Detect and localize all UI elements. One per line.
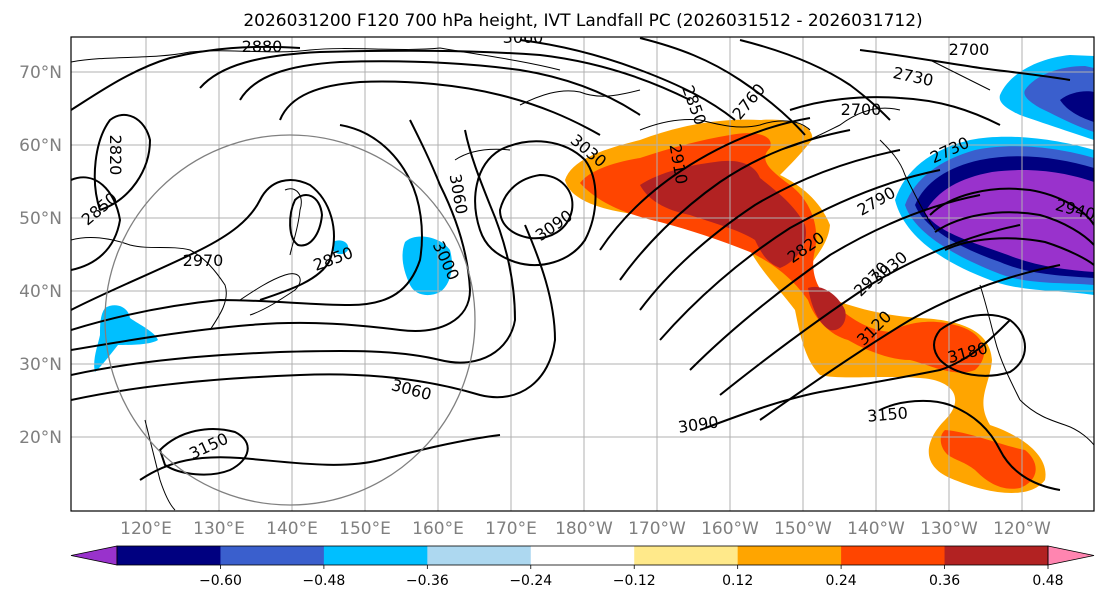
ivt-positive-redorange-south <box>940 430 1036 489</box>
longitude-labels: 120°E 130°E 140°E 150°E 160°E 170°E 180°… <box>120 519 1051 539</box>
height-contours <box>71 37 1094 491</box>
colorbar-segment <box>117 546 221 565</box>
colorbar-tick-label: −0.12 <box>613 573 656 589</box>
lon-label: 150°W <box>774 519 832 539</box>
colorbar-extend-low <box>70 545 118 566</box>
lon-label: 160°E <box>412 519 464 539</box>
lat-label: 60°N <box>19 136 62 156</box>
contour-label: 2820 <box>106 135 125 176</box>
colorbar-segment <box>944 546 1049 565</box>
colorbar-tick-label: −0.60 <box>199 573 242 589</box>
ivt-positive-firebrick <box>640 160 806 268</box>
colorbar-tick-label: 0.12 <box>722 573 753 589</box>
contour-label: 2700 <box>841 100 882 119</box>
colorbar-tick-label: −0.36 <box>406 573 449 589</box>
lon-label: 120°W <box>993 519 1051 539</box>
lon-label: 180°W <box>555 519 613 539</box>
lon-label: 120°E <box>120 519 172 539</box>
colorbar-segment <box>737 546 842 565</box>
colorbar-tick-label: 0.48 <box>1032 573 1063 589</box>
ivt-negative-patch-c <box>333 240 349 255</box>
lat-label: 20°N <box>19 428 62 448</box>
colorbar-segment <box>841 546 946 565</box>
colorbar-extend-high <box>1047 545 1095 566</box>
ivt-negative-patch-b <box>94 305 158 372</box>
colorbar-segment <box>530 546 635 565</box>
lat-label: 30°N <box>19 355 62 375</box>
latitude-labels: 70°N 60°N 50°N 40°N 30°N 20°N <box>19 63 62 448</box>
lon-label: 130°W <box>920 519 978 539</box>
ivt-positive-firebrick-b <box>808 286 846 331</box>
colorbar-tick-label: 0.36 <box>929 573 960 589</box>
lat-label: 40°N <box>19 282 62 302</box>
contour-label: 2970 <box>183 251 224 270</box>
contour-label: 2700 <box>949 40 990 59</box>
lon-label: 140°W <box>847 519 905 539</box>
range-circle <box>104 134 476 506</box>
map-background <box>71 37 1094 511</box>
colorbar-tick-label: −0.48 <box>302 573 345 589</box>
lat-label: 50°N <box>19 209 62 229</box>
colorbar-segment <box>323 546 428 565</box>
map-panel: 2880 3060 2700 2730 2760 2850 2700 2820 … <box>19 28 1095 539</box>
lon-label: 160°W <box>701 519 759 539</box>
contour-label: 3060 <box>503 28 544 47</box>
colorbar-tick-label: −0.24 <box>509 573 552 589</box>
colorbar-frame <box>116 545 1049 566</box>
contour-label: 3150 <box>866 403 908 425</box>
lon-label: 130°E <box>193 519 245 539</box>
lon-label: 140°E <box>266 519 318 539</box>
lon-label: 170°W <box>628 519 686 539</box>
colorbar-segment <box>427 546 532 565</box>
colorbar-segment <box>634 546 739 565</box>
ivt-negative-royal-north <box>1024 66 1094 132</box>
colorbar-tick-label: 0.24 <box>826 573 857 589</box>
figure-title: 2026031200 F120 700 hPa height, IVT Land… <box>243 11 922 31</box>
lat-label: 70°N <box>19 63 62 83</box>
map-frame <box>70 36 1095 512</box>
colorbar: −0.60 −0.48 −0.36 −0.24 −0.12 0.12 0.24 0.36 0.4… <box>70 545 1095 589</box>
ivt-negative-navy-north <box>1060 91 1094 122</box>
lon-label: 170°E <box>485 519 537 539</box>
contour-label: 2880 <box>242 37 283 56</box>
ivt-negative-patch-a <box>402 236 452 296</box>
lon-label: 150°E <box>339 519 391 539</box>
colorbar-segment <box>220 546 325 565</box>
